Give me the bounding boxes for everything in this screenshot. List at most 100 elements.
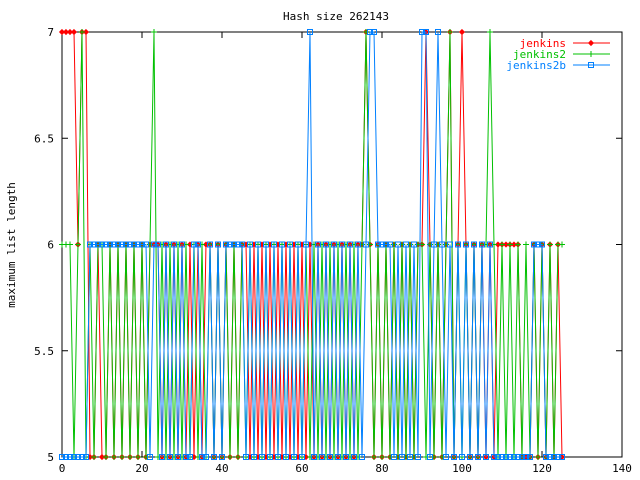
jenkins2b-point bbox=[159, 454, 165, 460]
jenkins2b-point bbox=[307, 29, 313, 35]
jenkins2b-point bbox=[403, 241, 409, 248]
y-tick-label: 5.5 bbox=[34, 345, 54, 358]
jenkins2b-point bbox=[67, 454, 73, 460]
jenkins2b-point bbox=[343, 454, 349, 460]
jenkins2b-point bbox=[235, 241, 241, 248]
jenkins2-point bbox=[91, 454, 97, 460]
jenkins2-point bbox=[379, 454, 385, 460]
jenkins2b-point bbox=[371, 29, 377, 35]
series-jenkins2b bbox=[59, 29, 565, 460]
jenkins2b-point bbox=[311, 454, 317, 460]
jenkins2b-point bbox=[439, 241, 445, 248]
jenkins2-point bbox=[111, 454, 117, 460]
jenkins2b-point bbox=[427, 454, 433, 460]
jenkins-point bbox=[458, 28, 466, 36]
jenkins2b-point bbox=[467, 454, 473, 460]
x-tick-label: 100 bbox=[452, 462, 472, 475]
jenkins2-point bbox=[235, 454, 241, 460]
jenkins2b-point bbox=[211, 454, 217, 460]
jenkins2b-point bbox=[435, 29, 441, 35]
jenkins2b-point bbox=[259, 454, 265, 460]
jenkins-point bbox=[66, 28, 74, 36]
jenkins2b-point bbox=[363, 241, 369, 248]
jenkins2b-point bbox=[431, 241, 437, 248]
jenkins2b-point bbox=[203, 454, 209, 460]
jenkins2b-point bbox=[223, 241, 229, 248]
jenkins2b-point bbox=[315, 241, 321, 248]
jenkins2b-point bbox=[319, 454, 325, 460]
jenkins-point bbox=[98, 453, 106, 461]
jenkins2b-point bbox=[303, 241, 309, 248]
jenkins2b-point bbox=[463, 241, 469, 248]
jenkins2b-point bbox=[199, 454, 205, 460]
jenkins2b-point bbox=[179, 241, 185, 248]
x-tick-label: 60 bbox=[295, 462, 308, 475]
jenkins2b-point bbox=[459, 454, 465, 460]
jenkins2b-point bbox=[539, 241, 545, 248]
y-tick-label: 6 bbox=[47, 239, 54, 252]
jenkins2b-point bbox=[527, 454, 533, 460]
jenkins2b-point bbox=[531, 241, 537, 248]
jenkins2b-point bbox=[143, 241, 149, 248]
jenkins2b-point bbox=[339, 241, 345, 248]
y-tick-label: 6.5 bbox=[34, 132, 54, 145]
jenkins2b-point bbox=[327, 454, 333, 460]
jenkins2b-point bbox=[395, 241, 401, 248]
jenkins2b-point bbox=[367, 29, 373, 35]
x-tick-label: 20 bbox=[135, 462, 148, 475]
jenkins2b-line bbox=[62, 31, 562, 458]
jenkins2b-point bbox=[147, 454, 153, 460]
x-tick-label: 120 bbox=[532, 462, 552, 475]
x-tick-label: 40 bbox=[215, 462, 228, 475]
jenkins2b-point bbox=[195, 241, 201, 248]
jenkins2b-point bbox=[423, 29, 429, 35]
jenkins2-point bbox=[371, 454, 377, 460]
jenkins2b-point bbox=[443, 454, 449, 460]
jenkins2-point bbox=[79, 29, 85, 35]
plot-lines bbox=[58, 28, 566, 461]
jenkins2b-point bbox=[103, 241, 109, 248]
legend-label-jenkins2b: jenkins2b bbox=[506, 59, 566, 72]
jenkins2-point bbox=[547, 241, 553, 248]
jenkins2b-point bbox=[355, 241, 361, 248]
jenkins2b-point bbox=[523, 454, 529, 460]
jenkins-point bbox=[494, 241, 502, 248]
jenkins2b-point bbox=[535, 241, 541, 248]
jenkins2b-point bbox=[243, 454, 249, 460]
jenkins2b-point bbox=[347, 241, 353, 248]
jenkins2b-point bbox=[491, 454, 497, 460]
jenkins2b-point bbox=[323, 241, 329, 248]
jenkins2-point bbox=[535, 454, 541, 460]
jenkins2b-point bbox=[71, 454, 77, 460]
jenkins2b-point bbox=[475, 454, 481, 460]
jenkins2b-point bbox=[123, 241, 129, 248]
jenkins2-point bbox=[127, 454, 133, 460]
jenkins2b-point bbox=[543, 454, 549, 460]
jenkins2b-point bbox=[219, 454, 225, 460]
jenkins-point bbox=[502, 241, 510, 248]
jenkins2-point bbox=[151, 29, 157, 35]
jenkins2b-point bbox=[287, 241, 293, 248]
jenkins2b-point bbox=[207, 241, 213, 248]
y-tick-label: 7 bbox=[47, 26, 54, 39]
jenkins2b-point bbox=[83, 454, 89, 460]
jenkins2-point bbox=[103, 454, 109, 460]
jenkins2b-point bbox=[279, 241, 285, 248]
jenkins2b-point bbox=[447, 241, 453, 248]
jenkins2b-point bbox=[419, 29, 425, 35]
jenkins2b-point bbox=[175, 454, 181, 460]
jenkins2b-point bbox=[411, 241, 417, 248]
jenkins2b-point bbox=[559, 454, 565, 460]
x-tick-label: 140 bbox=[612, 462, 632, 475]
jenkins2b-point bbox=[255, 241, 261, 248]
jenkins2b-point bbox=[291, 454, 297, 460]
jenkins2b-point bbox=[171, 241, 177, 248]
jenkins2-point bbox=[499, 241, 505, 248]
legend-label-jenkins: jenkins bbox=[520, 37, 566, 50]
jenkins2-point bbox=[507, 241, 513, 248]
chart-title: Hash size 262143 bbox=[283, 10, 389, 23]
jenkins2b-point bbox=[167, 454, 173, 460]
jenkins2b-point bbox=[87, 241, 93, 248]
